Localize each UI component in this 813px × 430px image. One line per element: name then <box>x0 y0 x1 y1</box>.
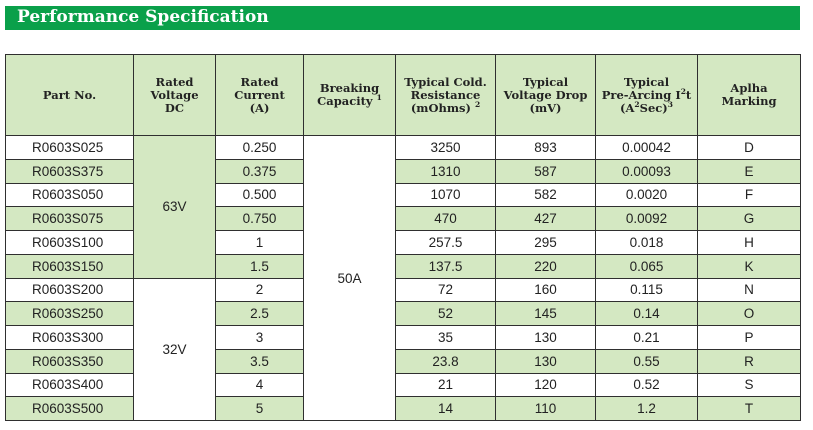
header-alpha-marking: Aplha Marking <box>697 54 801 136</box>
rated-current: 3 <box>215 325 304 350</box>
voltage-drop: 145 <box>495 301 596 326</box>
pre-arcing: 0.21 <box>595 325 698 350</box>
cold-resistance: 137.5 <box>395 253 496 279</box>
header-rated-current: Rated Current (A) <box>215 54 304 136</box>
part-number: R0603S200 <box>5 277 134 303</box>
part-number: R0603S025 <box>5 135 134 160</box>
rated-current: 5 <box>215 396 304 421</box>
alpha-marking: D <box>697 135 801 160</box>
header-cold-resistance: Typical Cold. Resistance (mOhms) 2 <box>395 54 496 136</box>
part-number: R0603S250 <box>5 301 134 326</box>
voltage-drop: 120 <box>495 372 596 398</box>
alpha-marking: S <box>697 372 801 398</box>
rated-voltage-32v: 32V <box>133 277 216 421</box>
part-number: R0603S050 <box>5 182 134 208</box>
rated-current: 2 <box>215 277 304 303</box>
alpha-marking: O <box>697 301 801 326</box>
part-number: R0603S400 <box>5 372 134 398</box>
voltage-drop: 295 <box>495 230 596 255</box>
alpha-marking: K <box>697 253 801 279</box>
cold-resistance: 52 <box>395 301 496 326</box>
voltage-drop: 130 <box>495 348 596 374</box>
cold-resistance: 21 <box>395 372 496 398</box>
table-row: R0603S375 0.375 1310 587 0.00093 E <box>5 158 801 184</box>
rated-current: 0.750 <box>215 206 304 231</box>
rated-current: 2.5 <box>215 301 304 326</box>
pre-arcing: 0.115 <box>595 277 698 303</box>
table-row: R0603S075 0.750 470 427 0.0092 G <box>5 206 801 231</box>
cold-resistance: 1310 <box>395 158 496 184</box>
voltage-drop: 160 <box>495 277 596 303</box>
rated-voltage-63v: 63V <box>133 135 216 279</box>
alpha-marking: P <box>697 325 801 350</box>
rated-current: 1.5 <box>215 253 304 279</box>
alpha-marking: N <box>697 277 801 303</box>
pre-arcing: 1.2 <box>595 396 698 421</box>
alpha-marking: R <box>697 348 801 374</box>
table-row: R0603S400 4 21 120 0.52 S <box>5 372 801 398</box>
page-title: Performance Specification <box>17 7 269 27</box>
pre-arcing: 0.00042 <box>595 135 698 160</box>
breaking-capacity: 50A <box>303 135 396 421</box>
header-part-no: Part No. <box>5 54 134 136</box>
rated-current: 3.5 <box>215 348 304 374</box>
header-breaking-capacity: Breaking Capacity 1 <box>303 54 396 136</box>
pre-arcing: 0.00093 <box>595 158 698 184</box>
voltage-drop: 220 <box>495 253 596 279</box>
part-number: R0603S375 <box>5 158 134 184</box>
pre-arcing: 0.14 <box>595 301 698 326</box>
alpha-marking: G <box>697 206 801 231</box>
rated-current: 1 <box>215 230 304 255</box>
header-rated-voltage: Rated Voltage DC <box>133 54 216 136</box>
rated-current: 0.250 <box>215 135 304 160</box>
header-pre-arcing: Typical Pre-Arcing I2t (A2Sec)3 <box>595 54 698 136</box>
pre-arcing: 0.52 <box>595 372 698 398</box>
rated-current: 4 <box>215 372 304 398</box>
header-voltage-drop: Typical Voltage Drop (mV) <box>495 54 596 136</box>
cold-resistance: 470 <box>395 206 496 231</box>
part-number: R0603S300 <box>5 325 134 350</box>
voltage-drop: 110 <box>495 396 596 421</box>
pre-arcing: 0.018 <box>595 230 698 255</box>
table-row: R0603S050 0.500 1070 582 0.0020 F <box>5 182 801 208</box>
cold-resistance: 35 <box>395 325 496 350</box>
table-row: R0603S025 63V 0.250 50A 3250 893 0.00042… <box>5 135 801 421</box>
part-number: R0603S100 <box>5 230 134 255</box>
alpha-marking: T <box>697 396 801 421</box>
table-row: R0603S150 1.5 137.5 220 0.065 K <box>5 253 801 279</box>
table-row: R0603S200 32V 2 72 160 0.115 N <box>5 277 801 421</box>
cold-resistance: 14 <box>395 396 496 421</box>
part-number: R0603S075 <box>5 206 134 231</box>
voltage-drop: 427 <box>495 206 596 231</box>
part-number: R0603S350 <box>5 348 134 374</box>
alpha-marking: E <box>697 158 801 184</box>
pre-arcing: 0.0020 <box>595 182 698 208</box>
cold-resistance: 1070 <box>395 182 496 208</box>
cold-resistance: 23.8 <box>395 348 496 374</box>
alpha-marking: H <box>697 230 801 255</box>
pre-arcing: 0.55 <box>595 348 698 374</box>
alpha-marking: F <box>697 182 801 208</box>
voltage-drop: 130 <box>495 325 596 350</box>
table-row: R0603S500 5 14 110 1.2 T <box>5 396 801 421</box>
part-number: R0603S500 <box>5 396 134 421</box>
spec-table: Part No. Rated Voltage DC Rated Current (A) … <box>5 54 801 421</box>
voltage-drop: 582 <box>495 182 596 208</box>
voltage-drop: 587 <box>495 158 596 184</box>
table-row: R0603S250 2.5 52 145 0.14 O <box>5 301 801 326</box>
pre-arcing: 0.0092 <box>595 206 698 231</box>
table-row: R0603S300 3 35 130 0.21 P <box>5 325 801 350</box>
table-row: R0603S350 3.5 23.8 130 0.55 R <box>5 348 801 374</box>
table-row: R0603S100 1 257.5 295 0.018 H <box>5 230 801 255</box>
title-banner: Performance Specification <box>5 6 800 30</box>
part-number: R0603S150 <box>5 253 134 279</box>
cold-resistance: 3250 <box>395 135 496 160</box>
rated-current: 0.500 <box>215 182 304 208</box>
rated-current: 0.375 <box>215 158 304 184</box>
voltage-drop: 893 <box>495 135 596 160</box>
pre-arcing: 0.065 <box>595 253 698 279</box>
cold-resistance: 257.5 <box>395 230 496 255</box>
header-row: Part No. Rated Voltage DC Rated Current (A) … <box>5 54 801 136</box>
cold-resistance: 72 <box>395 277 496 303</box>
